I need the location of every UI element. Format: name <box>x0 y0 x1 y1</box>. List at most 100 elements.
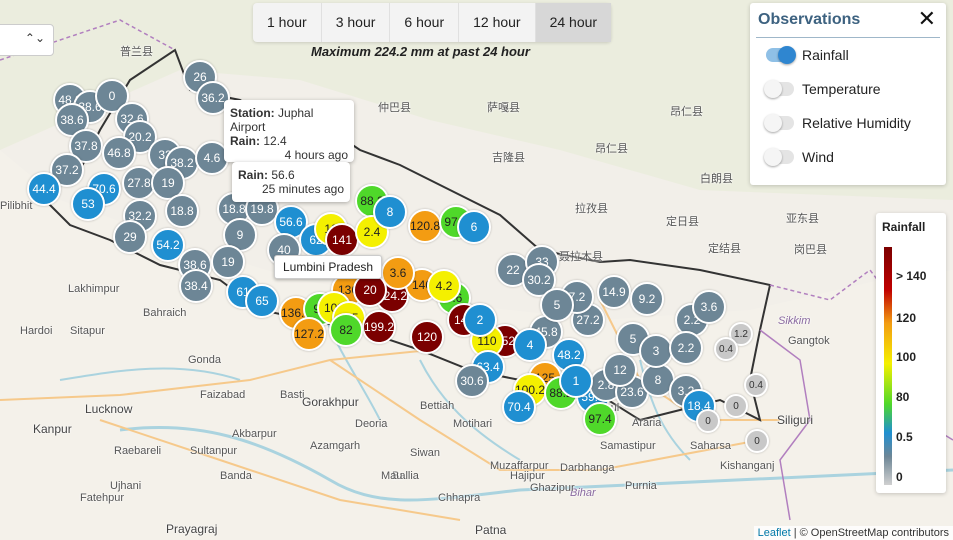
popup-time-ago: 4 hours ago <box>284 148 348 162</box>
popup-rain-label: Rain: <box>238 168 268 182</box>
station-marker[interactable]: 44.4 <box>27 172 61 206</box>
station-marker[interactable]: 120.8 <box>408 209 442 243</box>
place-label: 拉孜县 <box>575 203 608 215</box>
station-marker[interactable]: 0 <box>745 429 769 453</box>
legend-label: > 140 <box>896 269 927 283</box>
place-label: Bihar <box>570 487 596 499</box>
popup-time-ago: 25 minutes ago <box>261 182 344 196</box>
rainfall-legend: Rainfall > 140 120 100 80 0.5 0 <box>876 213 946 493</box>
station-marker[interactable]: 46.8 <box>102 136 136 170</box>
option-rainfall[interactable]: Rainfall <box>766 46 849 64</box>
station-marker[interactable]: 4.2 <box>427 269 461 303</box>
station-marker[interactable]: 199.2 <box>362 310 396 344</box>
legend-label: 120 <box>896 311 917 325</box>
tab-6-hour[interactable]: 6 hour <box>390 3 460 42</box>
station-marker[interactable]: 0 <box>696 409 720 433</box>
station-marker[interactable]: 30.2 <box>522 263 556 297</box>
station-marker[interactable]: 36.2 <box>196 81 230 115</box>
station-marker[interactable]: 14.9 <box>597 275 631 309</box>
place-label: Bahraich <box>143 307 187 319</box>
station-marker[interactable]: 0.4 <box>714 337 738 361</box>
station-marker[interactable]: 141 <box>325 223 359 257</box>
place-label: 聂拉木县 <box>559 251 603 263</box>
place-label: 定日县 <box>666 216 699 228</box>
place-label: 萨嘎县 <box>487 102 520 114</box>
place-label: Fatehpur <box>80 492 125 504</box>
station-marker[interactable]: 6 <box>457 210 491 244</box>
station-marker[interactable]: 2.4 <box>355 215 389 249</box>
station-marker[interactable]: 82 <box>329 313 363 347</box>
toggle-switch[interactable] <box>764 80 794 98</box>
place-label: Saharsa <box>690 440 731 452</box>
place-label: Azamgarh <box>310 440 361 452</box>
place-label: Faizabad <box>200 389 246 401</box>
station-select[interactable]: ⌃⌄ <box>0 24 54 56</box>
maximum-rainfall-text: Maximum 224.2 mm at past 24 hour <box>311 44 530 59</box>
station-marker[interactable]: 4.6 <box>195 141 229 175</box>
leaflet-link[interactable]: Leaflet <box>757 527 791 539</box>
tab-3-hour[interactable]: 3 hour <box>322 3 391 42</box>
station-marker[interactable]: 120 <box>410 320 444 354</box>
station-marker[interactable]: 5 <box>540 288 574 322</box>
station-marker[interactable]: 53 <box>71 187 105 221</box>
station-marker[interactable]: 1 <box>559 364 593 398</box>
place-label: Mau <box>381 470 403 482</box>
close-icon[interactable]: ✕ <box>917 6 936 31</box>
station-marker[interactable]: 8 <box>373 195 407 229</box>
station-marker[interactable]: 4 <box>513 328 547 362</box>
place-label: Araria <box>632 417 662 429</box>
toggle-switch[interactable] <box>764 114 794 132</box>
region-tooltip: Lumbini Pradesh <box>274 255 383 279</box>
place-label: 岗巴县 <box>794 244 827 256</box>
observations-panel: Observations ✕ Rainfall Temperature Relati… <box>750 3 946 185</box>
tab-24-hour[interactable]: 24 hour <box>535 3 612 42</box>
station-marker[interactable]: 3 <box>639 334 673 368</box>
option-temperature[interactable]: Temperature <box>764 80 881 98</box>
station-marker[interactable]: 127.2 <box>292 317 326 351</box>
place-label: Darbhanga <box>560 462 615 474</box>
station-marker[interactable]: 0 <box>724 394 748 418</box>
station-marker[interactable]: 38.4 <box>179 269 213 303</box>
station-marker[interactable]: 97.4 <box>583 402 617 436</box>
station-marker[interactable]: 30.6 <box>455 364 489 398</box>
legend-label: 100 <box>896 350 917 364</box>
station-marker[interactable]: 12 <box>603 353 637 387</box>
station-marker[interactable]: 19 <box>211 245 245 279</box>
station-marker[interactable]: 2 <box>463 303 497 337</box>
place-label: Sikkim <box>778 315 811 327</box>
place-label: Kishanganj <box>720 460 775 472</box>
place-label: Bettiah <box>420 400 455 412</box>
place-label: 吉隆县 <box>492 152 525 164</box>
station-marker[interactable]: 9.2 <box>630 282 664 316</box>
option-relative-humidity[interactable]: Relative Humidity <box>764 114 911 132</box>
place-label: Chhapra <box>438 492 481 504</box>
station-marker[interactable]: 70.4 <box>502 390 536 424</box>
popup-rain-label: Rain: <box>230 134 260 148</box>
place-label: Raebareli <box>114 445 162 457</box>
station-marker[interactable]: 3.6 <box>692 290 726 324</box>
time-range-tabs: 1 hour 3 hour 6 hour 12 hour 24 hour <box>253 3 612 42</box>
place-label: Gangtok <box>788 335 830 347</box>
place-label: 白朗县 <box>700 173 733 185</box>
station-marker[interactable]: 65 <box>245 284 279 318</box>
tab-12-hour[interactable]: 12 hour <box>459 3 536 42</box>
station-marker[interactable]: 0.4 <box>744 373 768 397</box>
toggle-switch[interactable] <box>764 148 794 166</box>
toggle-switch[interactable] <box>766 46 796 64</box>
place-label: Siliguri <box>777 413 814 427</box>
place-label: Sitapur <box>70 325 105 337</box>
place-label: Ghazipur <box>530 482 575 494</box>
legend-color-bar <box>884 247 892 485</box>
station-marker[interactable]: 2.2 <box>669 331 703 365</box>
station-marker[interactable]: 18.8 <box>165 194 199 228</box>
station-marker[interactable]: 29 <box>113 220 147 254</box>
station-marker[interactable]: 0 <box>95 79 129 113</box>
place-label: Prayagraj <box>166 522 218 536</box>
place-label: Deoria <box>355 418 388 430</box>
option-label: Temperature <box>802 81 881 97</box>
legend-label: 0.5 <box>896 430 913 444</box>
tab-1-hour[interactable]: 1 hour <box>253 3 322 42</box>
option-wind[interactable]: Wind <box>764 148 834 166</box>
popup-station-label: Station: <box>230 106 275 120</box>
osm-credit: | © OpenStreetMap contributors <box>793 527 949 539</box>
